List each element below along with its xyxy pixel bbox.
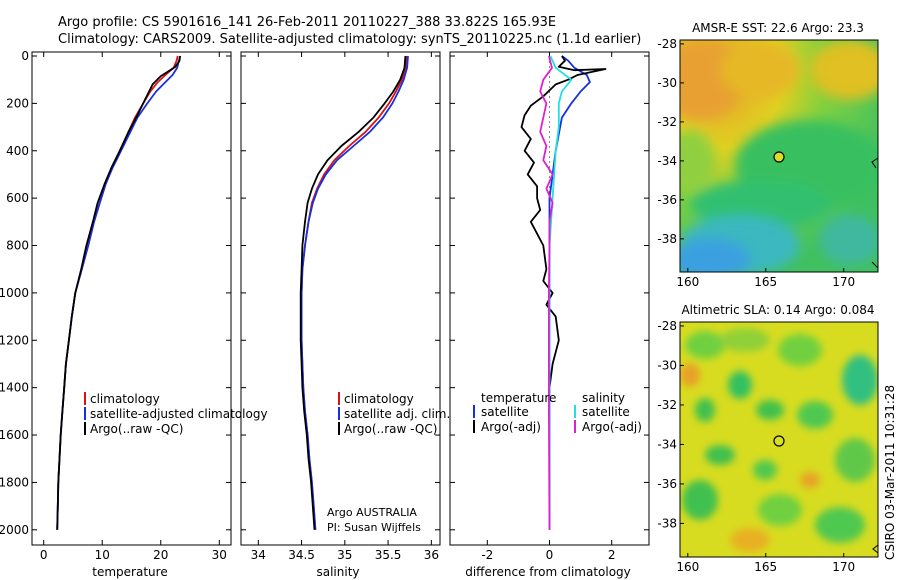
legend-group-temperature: temperature — [481, 391, 556, 405]
map-y-tick-label: -34 — [657, 437, 677, 451]
sst-map-field — [680, 40, 878, 272]
y-tick-label: 600 — [6, 191, 29, 205]
map-y-tick-label: -34 — [657, 154, 677, 168]
series-line-climatology — [300, 55, 408, 530]
y-tick-label: 2000 — [0, 523, 29, 537]
salinity-axis-label: salinity — [316, 565, 359, 579]
sla-map-field — [680, 322, 878, 557]
salinity-legend: climatology satellite adj. clim. Argo(..… — [327, 392, 450, 534]
series-line-temperature-argo-adj — [520, 55, 607, 530]
temperature-axis-label: temperature — [92, 565, 167, 579]
y-tick-label: 1400 — [0, 381, 29, 395]
temperature-legend: climatology satellite-adjusted climatolo… — [84, 392, 268, 436]
sst-argo-marker — [773, 151, 785, 163]
x-tick-label: 36 — [424, 548, 439, 562]
series-line-argo-raw-qc — [299, 55, 407, 530]
x-tick-label: 35.5 — [375, 548, 402, 562]
series-line-argo-raw-qc — [56, 55, 181, 530]
x-tick-label: -2 — [481, 548, 493, 562]
legend-label-climatology: climatology — [344, 392, 414, 406]
map-y-tick-label: -28 — [657, 37, 677, 51]
x-tick-label: 0 — [40, 548, 48, 562]
map-y-tick-label: -36 — [657, 193, 677, 207]
map-y-tick-label: -32 — [657, 115, 677, 129]
y-tick-label: 400 — [6, 144, 29, 158]
x-tick-label: 30 — [212, 548, 227, 562]
legend-group-salinity: salinity — [582, 391, 625, 405]
legend-label-temp-satellite: satellite — [481, 405, 529, 419]
salinity-axes — [240, 51, 441, 546]
credit-text: CSIRO 03-Mar-2011 10:31:28 — [883, 385, 897, 560]
sla-map-ticks: 160 165 170 -28 -30 -32 -34 -36 -38 — [657, 319, 855, 574]
map-y-tick-label: -30 — [657, 76, 677, 90]
series-line-salinity-satellite — [548, 55, 573, 530]
legend-label-satellite: satellite adj. clim. — [344, 407, 450, 421]
y-tick-label: 0 — [21, 49, 29, 63]
y-tick-label: 800 — [6, 239, 29, 253]
x-tick-label: 20 — [153, 548, 168, 562]
title-line-1: Argo profile: CS 5901616_141 26-Feb-2011… — [58, 15, 556, 30]
x-tick-label: 34.5 — [288, 548, 315, 562]
y-tick-label: 200 — [6, 96, 29, 110]
sla-map-frame — [679, 321, 879, 558]
legend-label-sal-argo: Argo(-adj) — [582, 420, 642, 434]
difference-axis-label: difference from climatology — [465, 565, 631, 579]
map-x-tick-label: 170 — [832, 275, 855, 289]
x-tick-label: 0 — [546, 548, 554, 562]
sst-map-title: AMSR-E SST: 22.6 Argo: 23.3 — [692, 21, 864, 35]
difference-legend: temperature satellite Argo(-adj) salinit… — [473, 391, 642, 434]
x-tick-label: 34 — [251, 548, 266, 562]
map-y-tick-label: -28 — [657, 319, 677, 333]
legend-label-satellite: satellite-adjusted climatology — [90, 407, 268, 421]
y-tick-label: 1200 — [0, 333, 29, 347]
sst-map-frame — [679, 39, 879, 273]
map-x-tick-label: 165 — [754, 560, 777, 574]
legend-label-argo: Argo(..raw -QC) — [344, 422, 437, 436]
series-line-temperature-satellite — [548, 55, 591, 530]
temperature-axes — [31, 51, 232, 546]
map-y-tick-label: -38 — [657, 516, 677, 530]
x-tick-label: 2 — [608, 548, 616, 562]
map-x-tick-label: 170 — [832, 560, 855, 574]
axis-ticks: 0 10 20 30020040060080010001200140016001800… — [0, 49, 649, 562]
map-x-tick-label: 160 — [676, 560, 699, 574]
sst-map-ticks: 160 165 170 -28 -30 -32 -34 -36 -38 — [657, 37, 855, 289]
legend-label-temp-argo: Argo(-adj) — [481, 420, 541, 434]
profile-lines — [56, 55, 607, 530]
map-y-tick-label: -30 — [657, 358, 677, 372]
coastline-sla — [872, 544, 879, 554]
y-tick-label: 1800 — [0, 475, 29, 489]
argo-institution: Argo AUSTRALIA — [327, 506, 417, 519]
map-y-tick-label: -38 — [657, 232, 677, 246]
x-tick-label: 10 — [95, 548, 110, 562]
y-tick-label: 1000 — [0, 286, 29, 300]
map-x-tick-label: 160 — [676, 275, 699, 289]
title-line-2: Climatology: CARS2009. Satellite-adjuste… — [58, 32, 641, 47]
sla-argo-marker — [773, 435, 785, 447]
map-y-tick-label: -32 — [657, 398, 677, 412]
sla-map-title: Altimetric SLA: 0.14 Argo: 0.084 — [681, 303, 874, 317]
map-y-tick-label: -36 — [657, 477, 677, 491]
argo-pi: PI: Susan Wijffels — [327, 521, 421, 534]
legend-label-sal-satellite: satellite — [582, 405, 630, 419]
series-line-satellite-adj-clim — [300, 55, 409, 530]
legend-label-climatology: climatology — [90, 392, 160, 406]
y-tick-label: 1600 — [0, 428, 29, 442]
x-tick-label: 35 — [337, 548, 352, 562]
legend-label-argo: Argo(..raw -QC) — [90, 422, 183, 436]
map-x-tick-label: 165 — [754, 275, 777, 289]
coastline-sst — [871, 157, 879, 269]
series-line-salinity-argo-adj — [539, 55, 554, 530]
